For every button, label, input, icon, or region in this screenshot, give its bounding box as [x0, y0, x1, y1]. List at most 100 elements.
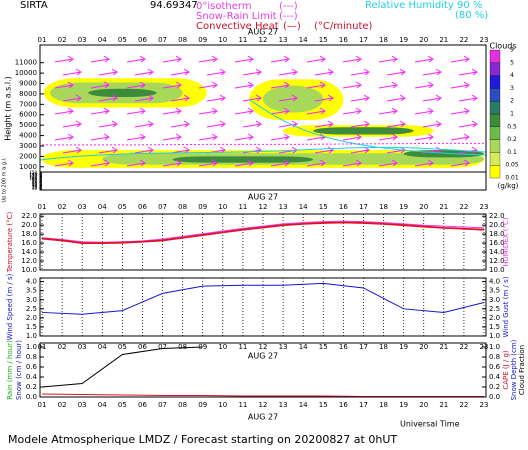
hour-label: 09: [198, 401, 207, 409]
colorbar-label: 2: [510, 98, 514, 105]
wind-arrow: [134, 94, 154, 102]
colorbar-label: 0.2: [507, 136, 517, 143]
cloud-panel-bg: [40, 45, 486, 190]
colorbar-swatch: [489, 49, 501, 63]
wind-arrow: [414, 159, 434, 167]
colorbar-label: 0.05: [505, 162, 519, 169]
hour-label: 07: [158, 401, 167, 409]
hour-label: 19: [399, 343, 408, 351]
wind-arrow: [342, 55, 362, 63]
hour-label: 03: [78, 343, 87, 351]
series-line: [41, 221, 485, 245]
wind-arrow: [278, 94, 298, 102]
hour-label: 04: [98, 343, 107, 351]
hour-label: 17: [359, 401, 368, 409]
legend-dash: (---): [279, 1, 298, 12]
wind-arrow: [378, 55, 398, 63]
hour-label: 12: [259, 401, 268, 409]
hour-label: 18: [379, 401, 388, 409]
y-tick-label: 7000: [19, 100, 37, 108]
y-tick-label: 22.0: [21, 212, 37, 220]
rh-line: [249, 99, 487, 156]
wind-arrow: [314, 120, 334, 128]
y-tick-label: 50: [32, 181, 38, 186]
wind-arrow: [198, 133, 218, 141]
wind-arrow: [134, 146, 154, 154]
wind-arrow: [98, 146, 118, 154]
wind-arrow: [306, 81, 326, 89]
hour-label: 13: [279, 343, 288, 351]
hour-label: 09: [198, 203, 207, 211]
colorbar-swatch: [489, 62, 501, 76]
colorbar-swatch: [489, 101, 501, 115]
y2-tick-label: 20.0: [489, 221, 505, 229]
wind-arrow: [422, 146, 442, 154]
hour-label: 02: [58, 36, 67, 44]
wind-arrow: [414, 107, 434, 115]
wind-arrow: [242, 68, 262, 76]
hour-label: 11: [238, 343, 247, 351]
wind-arrow: [206, 120, 226, 128]
colorbar-swatch: [489, 75, 501, 89]
y2-tick-label: 1.0: [489, 343, 500, 351]
wind-arrow: [90, 107, 110, 115]
y2-tick-label: 4.0: [489, 278, 500, 286]
wind-arrow: [270, 133, 290, 141]
wind-arrow: [378, 133, 398, 141]
hour-label: 19: [399, 203, 408, 211]
coordinate: 94.69347: [150, 0, 198, 11]
wind-arrow: [450, 133, 470, 141]
series-line: [41, 282, 485, 315]
hour-label: 16: [339, 36, 348, 44]
wind-arrow: [234, 133, 254, 141]
wind-arrow: [378, 81, 398, 89]
date-label: AUG 27: [248, 193, 278, 202]
legend-convective: Convective Heat: [196, 21, 279, 32]
wind-arrow: [98, 94, 118, 102]
y2-tick-label: 0.8: [489, 353, 500, 361]
wind-arrow: [134, 120, 154, 128]
wind-arrow: [126, 107, 146, 115]
y-tick-label: 11000: [15, 59, 37, 67]
x-axis-title: Universal Time: [400, 420, 460, 429]
wind-arrow: [90, 159, 110, 167]
y-tick-label: 2.5: [26, 305, 37, 313]
wind-arrow: [414, 133, 434, 141]
wind-arrow: [90, 55, 110, 63]
wind-arrow: [450, 55, 470, 63]
y-tick-label: 130: [29, 172, 37, 177]
colorbar-swatch: [489, 165, 501, 179]
hour-label: 08: [178, 36, 187, 44]
wind-arrow: [414, 55, 434, 63]
hour-label: 14: [299, 203, 308, 211]
hour-label: 05: [118, 36, 127, 44]
hour-label: 19: [399, 401, 408, 409]
hour-label: 04: [98, 36, 107, 44]
axis-title: Wind Gust (m / s): [502, 276, 510, 337]
hour-label: 04: [98, 401, 107, 409]
wind-arrow: [270, 107, 290, 115]
y-tick-label: 30: [32, 184, 38, 189]
hour-label: 15: [319, 343, 328, 351]
hour-label: 13: [279, 401, 288, 409]
hour-label: 11: [238, 401, 247, 409]
hour-label: 21: [439, 36, 448, 44]
hour-label: 11: [238, 203, 247, 211]
y2-tick-label: 10.0: [489, 266, 505, 274]
wind-arrow: [206, 68, 226, 76]
y2-tick-label: 18.0: [489, 230, 505, 238]
y-tick-label: 1.0: [26, 332, 37, 340]
panel-frame: [39, 342, 487, 398]
y-tick-label: 9000: [19, 80, 37, 88]
hour-label: 14: [299, 401, 308, 409]
wind-arrow: [278, 68, 298, 76]
y-tick-label: 100: [29, 176, 37, 181]
hour-label: 02: [58, 343, 67, 351]
cloud-area: [172, 156, 314, 163]
panel-frame: [39, 44, 487, 191]
hour-label: 06: [138, 401, 147, 409]
y-tick-label: 2.0: [26, 314, 37, 322]
wind-arrow: [306, 55, 326, 63]
axis-title: Temperature (°C): [6, 212, 14, 274]
